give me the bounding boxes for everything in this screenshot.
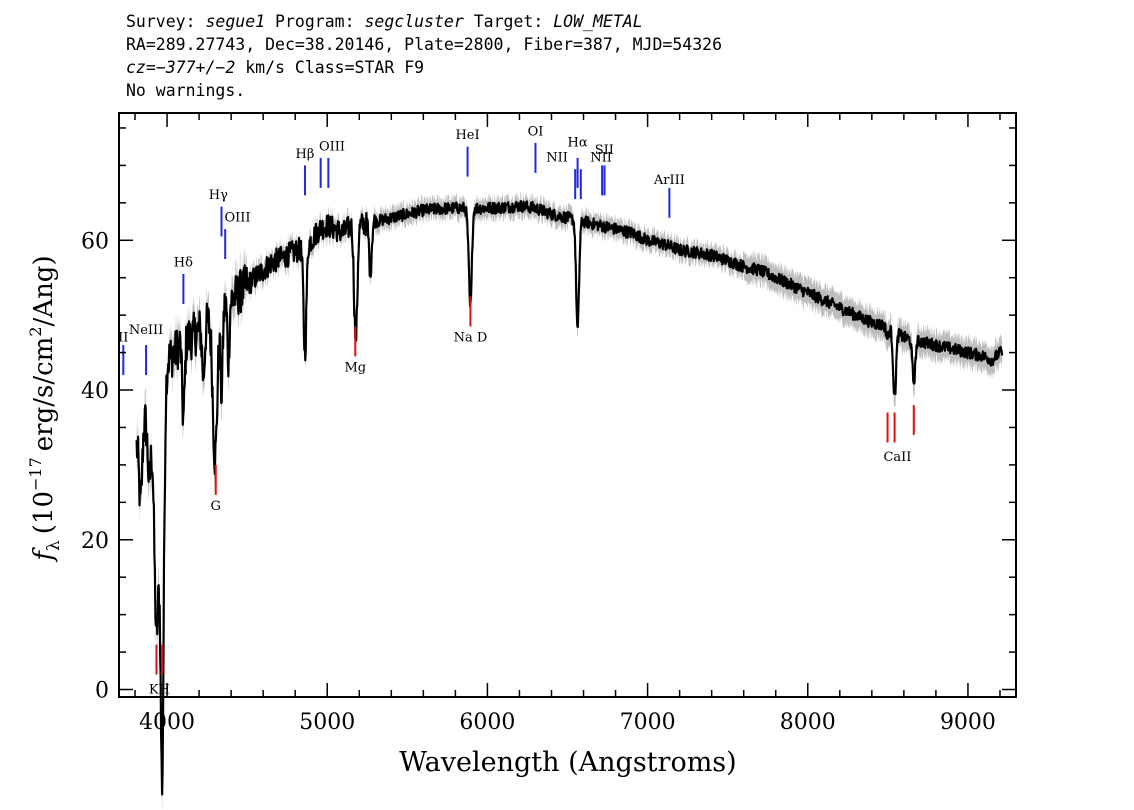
x-tick-label-5000: 5000 bbox=[299, 710, 355, 735]
line-label-ariii: ArIII bbox=[653, 173, 685, 188]
line-label-hα: Hα bbox=[568, 136, 588, 151]
x-axis-label: Wavelength (Angstroms) bbox=[399, 747, 736, 778]
cz-label: cz= bbox=[126, 58, 156, 77]
y-axis-subscript: λ bbox=[44, 540, 64, 551]
cz-unit: km/s bbox=[245, 58, 285, 77]
line-label-g: G bbox=[211, 499, 221, 514]
x-tick-label-8000: 8000 bbox=[780, 710, 836, 735]
program-value: segcluster bbox=[364, 12, 464, 31]
line-label-mg: Mg bbox=[344, 360, 366, 375]
line-markers bbox=[122, 142, 915, 675]
header-line-velocity: cz=−377+/−2 km/s Class=STAR F9 bbox=[126, 56, 1026, 79]
line-label-hei: HeI bbox=[455, 128, 479, 143]
line-label-hβ: Hβ bbox=[296, 147, 315, 162]
line-label-na-d: Na D bbox=[454, 330, 488, 345]
header-line-coordinates: RA=289.27743, Dec=38.20146, Plate=2800, … bbox=[126, 35, 723, 54]
survey-label: Survey: bbox=[126, 12, 196, 31]
target-label: Target: bbox=[473, 12, 544, 31]
flux-error-band bbox=[136, 191, 1003, 810]
x-tick-label-6000: 6000 bbox=[459, 710, 515, 735]
program-label: Program: bbox=[275, 12, 355, 31]
x-tick-label-9000: 9000 bbox=[940, 710, 996, 735]
x-tick-label-4000: 4000 bbox=[139, 710, 195, 735]
line-label-nii: NII bbox=[546, 151, 568, 166]
plot-frame bbox=[118, 112, 1017, 698]
spectrum-header: Survey: segue1 Program: segcluster Targe… bbox=[126, 10, 1026, 102]
y-tick-label-0: 0 bbox=[95, 679, 109, 704]
flux-line bbox=[135, 200, 1004, 796]
line-label-hδ: Hδ bbox=[174, 255, 193, 270]
line-label-ii: II bbox=[118, 330, 128, 345]
y-tick-label-20: 20 bbox=[81, 529, 109, 554]
y-tick-label-60: 60 bbox=[81, 229, 109, 254]
line-label-oiii: OIII bbox=[224, 211, 250, 226]
line-label-oiii: OIII bbox=[319, 139, 345, 154]
y-axis-exponent: −17 bbox=[26, 457, 45, 491]
axis-ticks: 4000 5000 6000 7000 8000 9000 0 20 40 60 bbox=[81, 113, 1016, 735]
line-label-kh: KH bbox=[149, 682, 170, 697]
y-tick-label-40: 40 bbox=[81, 379, 109, 404]
y-axis-label: fλ(10−17erg/s/cm2/Ang) bbox=[26, 255, 64, 562]
target-value: LOW_METAL bbox=[553, 12, 643, 31]
class-label: Class=STAR F9 bbox=[294, 58, 425, 77]
line-label-nii: NII bbox=[590, 151, 612, 166]
header-line-survey: Survey: segue1 Program: segcluster Targe… bbox=[126, 10, 1026, 33]
line-label-oi: OI bbox=[528, 124, 544, 139]
y-axis-units-end: /Ang) bbox=[29, 255, 59, 326]
y-axis-units: (10 bbox=[29, 491, 59, 534]
survey-value: segue1 bbox=[205, 12, 266, 31]
y-axis-units-rest: erg/s/cm bbox=[29, 337, 59, 452]
flux-series bbox=[135, 200, 1004, 796]
y-axis-units-exponent: 2 bbox=[26, 326, 45, 336]
line-label-caii: CaII bbox=[883, 450, 911, 465]
line-label-neiii: NeIII bbox=[129, 323, 163, 338]
cz-value: −377+/−2 bbox=[155, 58, 236, 77]
error-band bbox=[136, 191, 1003, 810]
header-line-warnings: No warnings. bbox=[126, 81, 246, 100]
line-label-hγ: Hγ bbox=[209, 188, 228, 203]
line-label-sii: SII bbox=[595, 143, 614, 158]
x-tick-label-7000: 7000 bbox=[620, 710, 676, 735]
